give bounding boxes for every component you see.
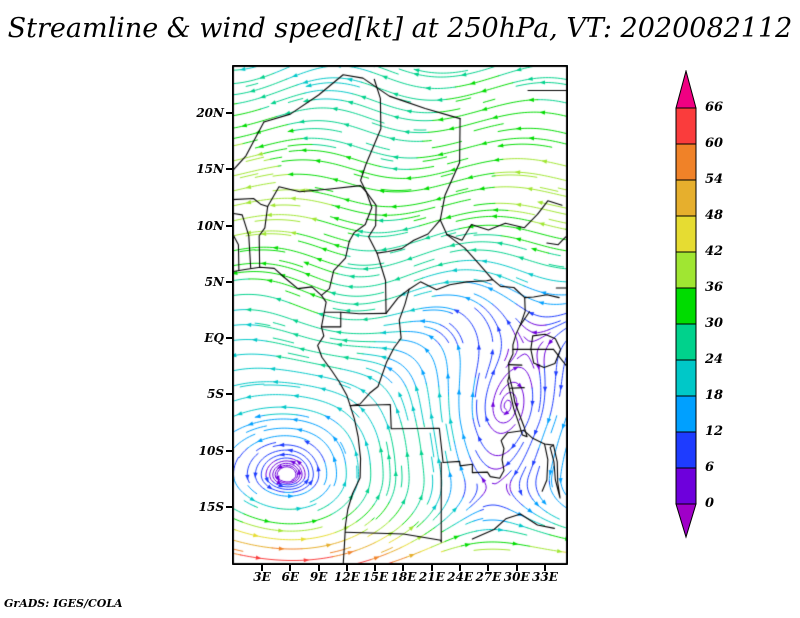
colorbar-tick-label: 6 bbox=[705, 460, 715, 475]
y-axis-tick-label: 5S bbox=[206, 387, 224, 402]
y-axis-tick-label: EQ bbox=[204, 331, 224, 346]
x-axis-tick bbox=[345, 565, 348, 571]
x-axis-tick-label: 24E bbox=[447, 570, 473, 584]
x-axis-tick bbox=[459, 565, 462, 571]
colorbar-segment bbox=[675, 323, 697, 361]
map-plot-area bbox=[232, 65, 568, 565]
colorbar-segment bbox=[675, 431, 697, 469]
colorbar-tick-label: 54 bbox=[705, 172, 724, 187]
colorbar-tick-label: 36 bbox=[705, 280, 724, 295]
colorbar-tick-label: 30 bbox=[705, 316, 724, 331]
wind-speed-colorbar bbox=[674, 69, 700, 548]
x-axis-tick-label: 21E bbox=[418, 570, 445, 584]
x-axis-tick-label: 18E bbox=[390, 570, 417, 584]
x-axis-tick-label: 33E bbox=[532, 570, 558, 584]
colorbar-segment bbox=[675, 287, 697, 325]
y-axis-tick-label: 5N bbox=[204, 274, 224, 289]
x-axis-tick bbox=[543, 565, 546, 571]
x-axis-tick bbox=[374, 565, 377, 571]
colorbar-graphic bbox=[675, 69, 697, 539]
colorbar-tick-label: 24 bbox=[705, 352, 724, 367]
x-axis-tick bbox=[515, 565, 518, 571]
colorbar-top-arrow bbox=[675, 69, 697, 109]
x-axis-tick bbox=[487, 565, 490, 571]
x-axis-tick-label: 15E bbox=[362, 570, 389, 584]
y-axis-tick-label: 15S bbox=[198, 499, 224, 514]
colorbar-tick-label: 42 bbox=[705, 244, 724, 259]
colorbar-tick-label: 48 bbox=[705, 208, 724, 223]
colorbar-segment bbox=[675, 143, 697, 181]
colorbar-segment bbox=[675, 251, 697, 289]
colorbar-segment bbox=[675, 107, 697, 145]
x-axis-tick bbox=[289, 565, 292, 571]
x-axis-tick bbox=[402, 565, 405, 571]
colorbar-segment bbox=[675, 359, 697, 397]
streamline-canvas bbox=[232, 65, 568, 565]
colorbar-segment bbox=[675, 179, 697, 217]
colorbar-segment bbox=[675, 215, 697, 253]
y-axis-tick-label: 10S bbox=[198, 443, 224, 458]
y-axis-tick-label: 15N bbox=[196, 162, 224, 177]
x-axis-tick-label: 27E bbox=[475, 570, 502, 584]
grads-credit: GrADS: IGES/COLA bbox=[4, 597, 123, 610]
colorbar-segment bbox=[675, 395, 697, 433]
x-axis-tick-label: 30E bbox=[503, 570, 530, 584]
y-axis-tick-label: 10N bbox=[196, 218, 224, 233]
x-axis-tick bbox=[261, 565, 263, 571]
x-axis-tick-label: 6E bbox=[281, 570, 300, 584]
colorbar-tick-label: 18 bbox=[705, 388, 724, 403]
x-axis-tick-label: 9E bbox=[309, 570, 328, 584]
x-axis-tick-label: 3E bbox=[253, 570, 271, 584]
colorbar-tick-label: 66 bbox=[705, 100, 724, 115]
colorbar-tick-label: 60 bbox=[705, 136, 724, 151]
colorbar-tick-label: 0 bbox=[705, 496, 715, 511]
chart-title: Streamline & wind speed[kt] at 250hPa, V… bbox=[7, 13, 793, 44]
colorbar-bottom-arrow bbox=[675, 503, 697, 539]
x-axis-tick bbox=[430, 565, 433, 571]
y-axis-tick-label: 20N bbox=[196, 106, 224, 120]
x-axis-tick bbox=[317, 565, 320, 571]
colorbar-segment bbox=[675, 467, 697, 505]
colorbar-tick-label: 12 bbox=[705, 424, 724, 439]
x-axis-tick-label: 12E bbox=[333, 570, 360, 584]
